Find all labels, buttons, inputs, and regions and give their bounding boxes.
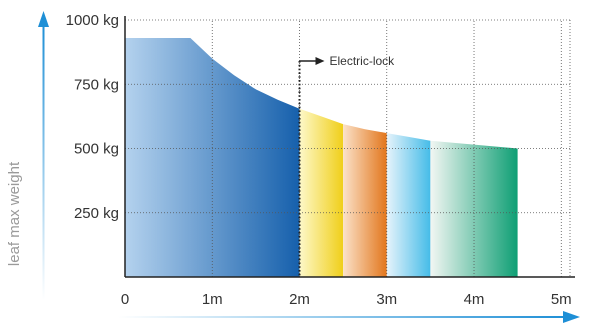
x-axis-arrow: [118, 311, 580, 323]
electric-lock-arrow-head: [315, 57, 325, 65]
x-tick-label: 3m: [376, 291, 397, 308]
x-tick-label: 4m: [464, 291, 485, 308]
y-axis-title: leaf max weight: [6, 161, 23, 266]
area-segment-1: [125, 38, 300, 277]
electric-lock-label: Electric-lock: [330, 54, 396, 68]
x-arrow-head: [563, 311, 580, 323]
y-tick-label: 250 kg: [74, 205, 119, 222]
y-axis-arrow: [38, 11, 49, 300]
x-tick-label: 1m: [202, 291, 223, 308]
y-arrow-shaft: [42, 24, 45, 300]
y-tick-labels: 250 kg 500 kg 750 kg 1000 kg: [66, 12, 119, 222]
y-tick-label: 750 kg: [74, 76, 119, 93]
x-tick-label: 5m: [551, 291, 572, 308]
electric-lock-annotation: Electric-lock: [298, 54, 396, 277]
x-tick-labels: 0 1m 2m 3m 4m 5m: [121, 291, 572, 308]
area-segment-2: [299, 108, 344, 277]
y-tick-label: 500 kg: [74, 141, 119, 158]
area-segment-4: [386, 133, 431, 277]
y-arrow-head: [38, 11, 49, 27]
area-segment-3: [343, 124, 387, 277]
axes: [124, 16, 575, 278]
grid-lines: [125, 19, 571, 277]
area-segments: [125, 38, 518, 277]
x-tick-label: 2m: [289, 291, 310, 308]
x-tick-label: 0: [121, 291, 129, 308]
x-arrow-shaft: [118, 316, 568, 318]
area-segment-5: [430, 140, 518, 277]
y-tick-label: 1000 kg: [66, 12, 119, 29]
